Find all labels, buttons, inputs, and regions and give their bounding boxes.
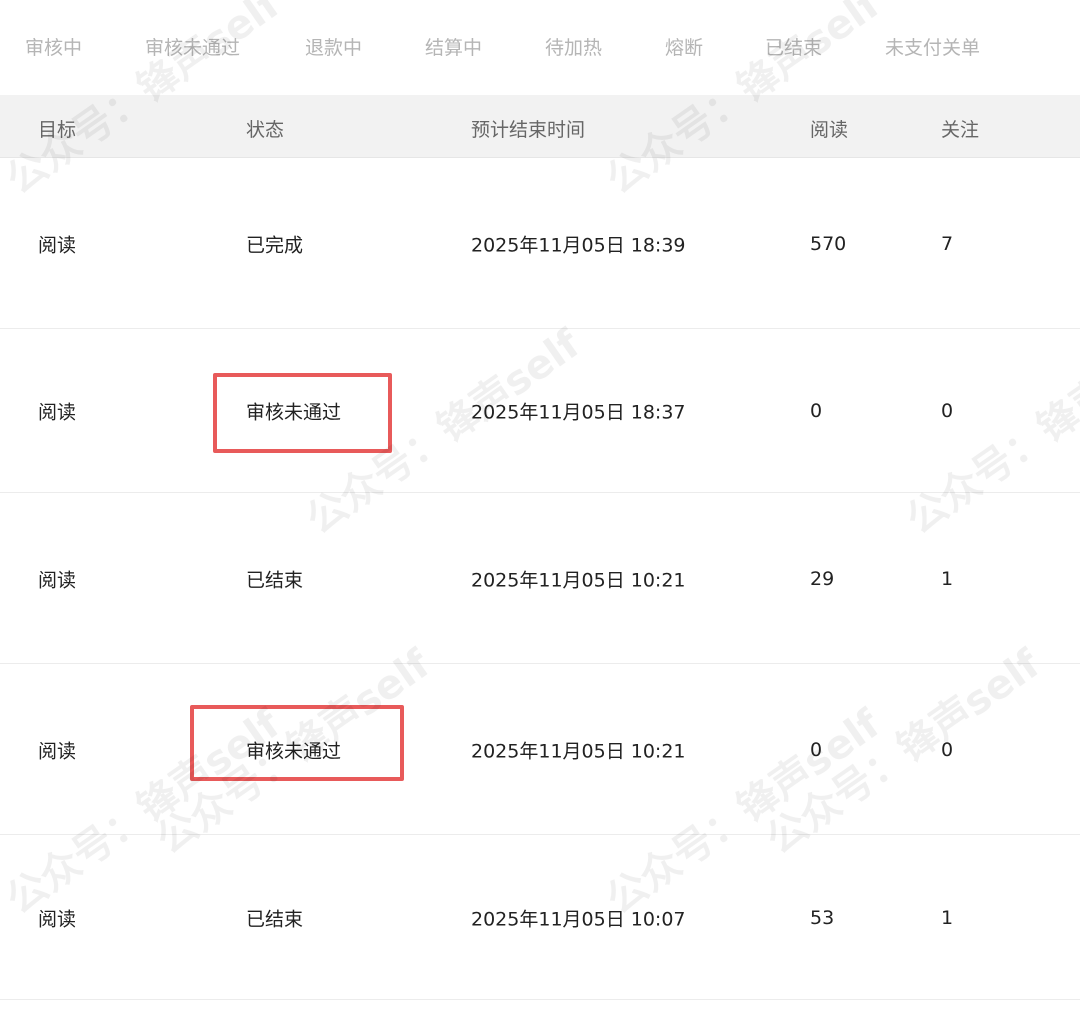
table-cell: 审核未通过 [246, 740, 342, 762]
tab-5[interactable]: 熔断 [665, 37, 704, 59]
table-cell: 已完成 [246, 234, 304, 256]
tab-3[interactable]: 结算中 [425, 37, 483, 59]
column-header: 阅读 [810, 119, 849, 141]
table-cell: 2025年11月05日 18:39 [471, 234, 686, 256]
table-cell: 2025年11月05日 10:07 [471, 908, 686, 930]
table-cell: 2025年11月05日 10:21 [471, 569, 686, 591]
column-header: 状态 [246, 119, 285, 141]
tab-2[interactable]: 退款中 [305, 37, 363, 59]
table-cell: 阅读 [38, 401, 77, 424]
table-cell: 已结束 [246, 908, 304, 930]
table-cell: 审核未通过 [246, 401, 342, 424]
table-cell: 1 [941, 567, 954, 590]
table-cell: 阅读 [38, 234, 77, 256]
table-cell: 阅读 [38, 569, 77, 591]
column-header: 目标 [38, 119, 77, 141]
table-cell: 阅读 [38, 740, 77, 762]
table-header: 目标 状态 预计结束时间 阅读 关注 [0, 95, 1080, 158]
table-cell: 570 [810, 232, 847, 255]
table-cell: 7 [941, 232, 954, 255]
table-row: 阅读 已结束 2025年11月05日 10:07 53 1 [0, 835, 1080, 1000]
table-cell: 已结束 [246, 569, 304, 591]
tab-0[interactable]: 审核中 [25, 37, 83, 59]
column-header: 关注 [941, 119, 980, 141]
table-row: 阅读 审核未通过 2025年11月05日 18:37 0 0 [0, 329, 1080, 493]
table-cell: 1 [941, 906, 954, 929]
table-cell: 0 [810, 738, 823, 761]
table-cell: 阅读 [38, 908, 77, 930]
table-row: 阅读 已结束 2025年11月05日 10:21 29 1 [0, 493, 1080, 664]
table-cell: 53 [810, 906, 835, 929]
table-cell: 2025年11月05日 10:21 [471, 740, 686, 762]
tab-1[interactable]: 审核未通过 [145, 37, 241, 59]
tab-4[interactable]: 待加热 [545, 37, 603, 59]
table-row: 阅读 审核未通过 2025年11月05日 10:21 0 0 [0, 664, 1080, 835]
status-tabs: 审核中 审核未通过 退款中 结算中 待加热 熔断 已结束 未支付关单 [0, 0, 1080, 95]
table-cell: 29 [810, 567, 835, 590]
table-cell: 2025年11月05日 18:37 [471, 401, 686, 424]
column-header: 预计结束时间 [471, 119, 586, 141]
table-row: 阅读 已完成 2025年11月05日 18:39 570 7 [0, 158, 1080, 329]
tab-7[interactable]: 未支付关单 [885, 37, 981, 59]
table-cell: 0 [810, 400, 823, 422]
tab-6[interactable]: 已结束 [765, 37, 823, 59]
table-cell: 0 [941, 400, 954, 422]
table-cell: 0 [941, 738, 954, 761]
